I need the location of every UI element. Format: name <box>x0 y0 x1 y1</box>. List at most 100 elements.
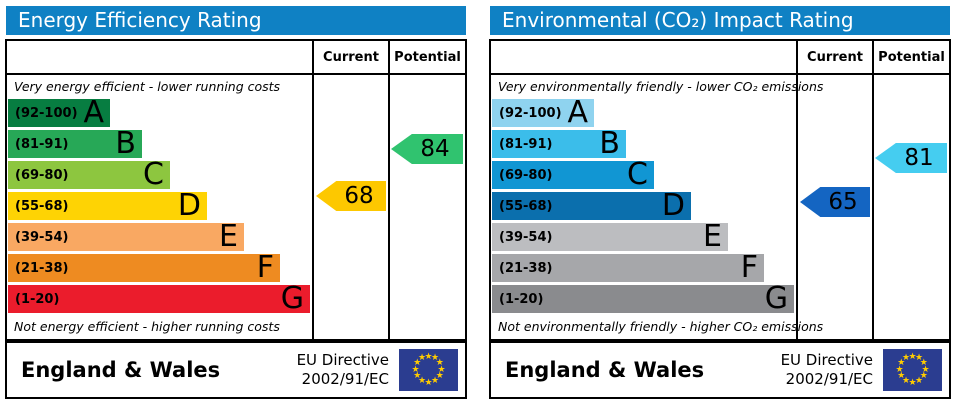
eu-directive-line1: EU Directive <box>780 351 873 370</box>
eu-directive-label: EU Directive 2002/91/EC <box>297 351 389 389</box>
current-rating-value: 68 <box>344 183 374 209</box>
region-label: England & Wales <box>505 358 705 382</box>
band-A: (92-100) A <box>8 98 110 128</box>
band-letter: B <box>115 126 136 161</box>
current-rating-arrow: 65 <box>800 187 870 217</box>
band-range: (81-91) <box>15 136 69 152</box>
panel-footer: England & Wales EU Directive 2002/91/EC … <box>489 341 951 399</box>
band-range: (69-80) <box>15 167 69 183</box>
band-C: (69-80) C <box>8 157 170 192</box>
band-range: (92-100) <box>499 105 562 121</box>
band-F: (21-38) F <box>8 250 280 285</box>
column-divider <box>312 41 314 339</box>
eu-flag-star: ★ <box>413 358 422 368</box>
eu-flag-star: ★ <box>895 364 904 375</box>
potential-rating-value: 84 <box>420 136 450 162</box>
band-letter: C <box>143 157 164 192</box>
panel-footer: England & Wales EU Directive 2002/91/EC … <box>5 341 467 399</box>
band-range: (1-20) <box>15 291 60 307</box>
band-E: (39-54) E <box>8 219 244 254</box>
band-A: (92-100) A <box>492 95 594 130</box>
rating-bands: (92-100) A (81-91) B (69-80) C (55-68) D… <box>492 95 794 316</box>
rating-table: Current Potential Very energy efficient … <box>5 39 467 341</box>
band-E: (39-54) E <box>492 219 728 254</box>
band-F: (21-38) F <box>492 250 764 285</box>
rating-table: Current Potential Very environmentally f… <box>489 39 951 341</box>
eu-flag-star: ★ <box>897 371 906 381</box>
band-letter: C <box>627 157 648 192</box>
eu-flag-star: ★ <box>897 358 906 368</box>
band-G: (1-20) G <box>8 281 310 316</box>
band-range: (21-38) <box>15 260 69 276</box>
panel-title: Environmental (CO₂) Impact Rating <box>502 8 854 32</box>
eu-flag-star: ★ <box>919 358 928 368</box>
band-range: (21-38) <box>499 260 553 276</box>
top-note: Very energy efficient - lower running co… <box>14 79 281 94</box>
top-note: Very environmentally friendly - lower CO… <box>498 79 824 94</box>
band-range: (1-20) <box>499 291 544 307</box>
column-divider <box>872 41 874 339</box>
band-letter: F <box>256 250 274 285</box>
column-divider <box>796 41 798 339</box>
rating-bands: (92-100) A (81-91) B (69-80) C (55-68) D… <box>8 98 310 316</box>
band-letter: E <box>703 219 722 254</box>
eu-flag-star: ★ <box>914 353 924 364</box>
band-letter: E <box>219 219 238 254</box>
eu-flag: ★ ★ ★ ★ ★ ★ ★ ★ ★ ★ ★ ★ <box>883 349 942 391</box>
potential-column-header: Potential <box>394 50 461 65</box>
eu-flag-star: ★ <box>914 375 924 386</box>
eu-flag-star: ★ <box>430 375 440 386</box>
bottom-note: Not environmentally friendly - higher CO… <box>498 319 824 334</box>
eu-flag: ★ ★ ★ ★ ★ ★ ★ ★ ★ ★ ★ ★ <box>399 349 458 391</box>
energy-efficiency-panel: Energy Efficiency Rating Current Potenti… <box>5 0 467 404</box>
current-column-header: Current <box>807 50 863 65</box>
band-D: (55-68) D <box>8 188 207 223</box>
eu-flag-star: ★ <box>435 358 444 368</box>
region-label: England & Wales <box>21 358 221 382</box>
band-B: (81-91) B <box>492 126 626 161</box>
current-rating-value: 65 <box>828 189 858 215</box>
eu-flag-star: ★ <box>417 375 427 386</box>
eu-flag-star: ★ <box>919 371 928 381</box>
band-range: (92-100) <box>15 105 78 121</box>
band-range: (81-91) <box>499 136 553 152</box>
band-range: (55-68) <box>499 198 553 214</box>
band-G: (1-20) G <box>492 284 794 314</box>
panel-title-bar: Energy Efficiency Rating <box>6 6 466 35</box>
eu-directive-label: EU Directive 2002/91/EC <box>781 351 873 389</box>
header-row-divider <box>491 73 949 75</box>
eu-flag-star: ★ <box>901 375 911 386</box>
potential-rating-arrow: 84 <box>391 134 463 164</box>
eu-flag-star: ★ <box>424 377 433 388</box>
band-range: (39-54) <box>15 229 69 245</box>
eu-directive-line2: 2002/91/EC <box>301 370 389 388</box>
band-letter: A <box>567 95 588 130</box>
potential-rating-arrow: 81 <box>875 143 947 173</box>
band-letter: G <box>280 281 304 316</box>
band-range: (39-54) <box>499 229 553 245</box>
current-column-header: Current <box>323 50 379 65</box>
band-B: (81-91) B <box>8 126 142 161</box>
band-letter: B <box>599 126 620 161</box>
eu-flag-star: ★ <box>921 364 930 375</box>
band-C: (69-80) C <box>492 157 654 192</box>
band-letter: D <box>177 188 201 223</box>
column-divider <box>388 41 390 339</box>
panel-title: Energy Efficiency Rating <box>18 8 262 32</box>
eu-flag-star: ★ <box>908 351 917 362</box>
bottom-note: Not energy efficient - higher running co… <box>14 319 280 334</box>
eu-directive-line1: EU Directive <box>296 351 389 370</box>
eu-flag-star: ★ <box>901 353 911 364</box>
current-rating-arrow: 68 <box>316 181 386 211</box>
header-row-divider <box>7 73 465 75</box>
band-range: (69-80) <box>499 167 553 183</box>
eu-flag-star: ★ <box>417 353 427 364</box>
eu-flag-star: ★ <box>437 364 446 375</box>
environmental-impact-panel: Environmental (CO₂) Impact Rating Curren… <box>489 0 951 404</box>
eu-flag-star: ★ <box>411 364 420 375</box>
panel-title-bar: Environmental (CO₂) Impact Rating <box>490 6 950 35</box>
eu-flag-star: ★ <box>413 371 422 381</box>
band-letter: F <box>740 250 758 285</box>
potential-rating-value: 81 <box>904 145 934 171</box>
